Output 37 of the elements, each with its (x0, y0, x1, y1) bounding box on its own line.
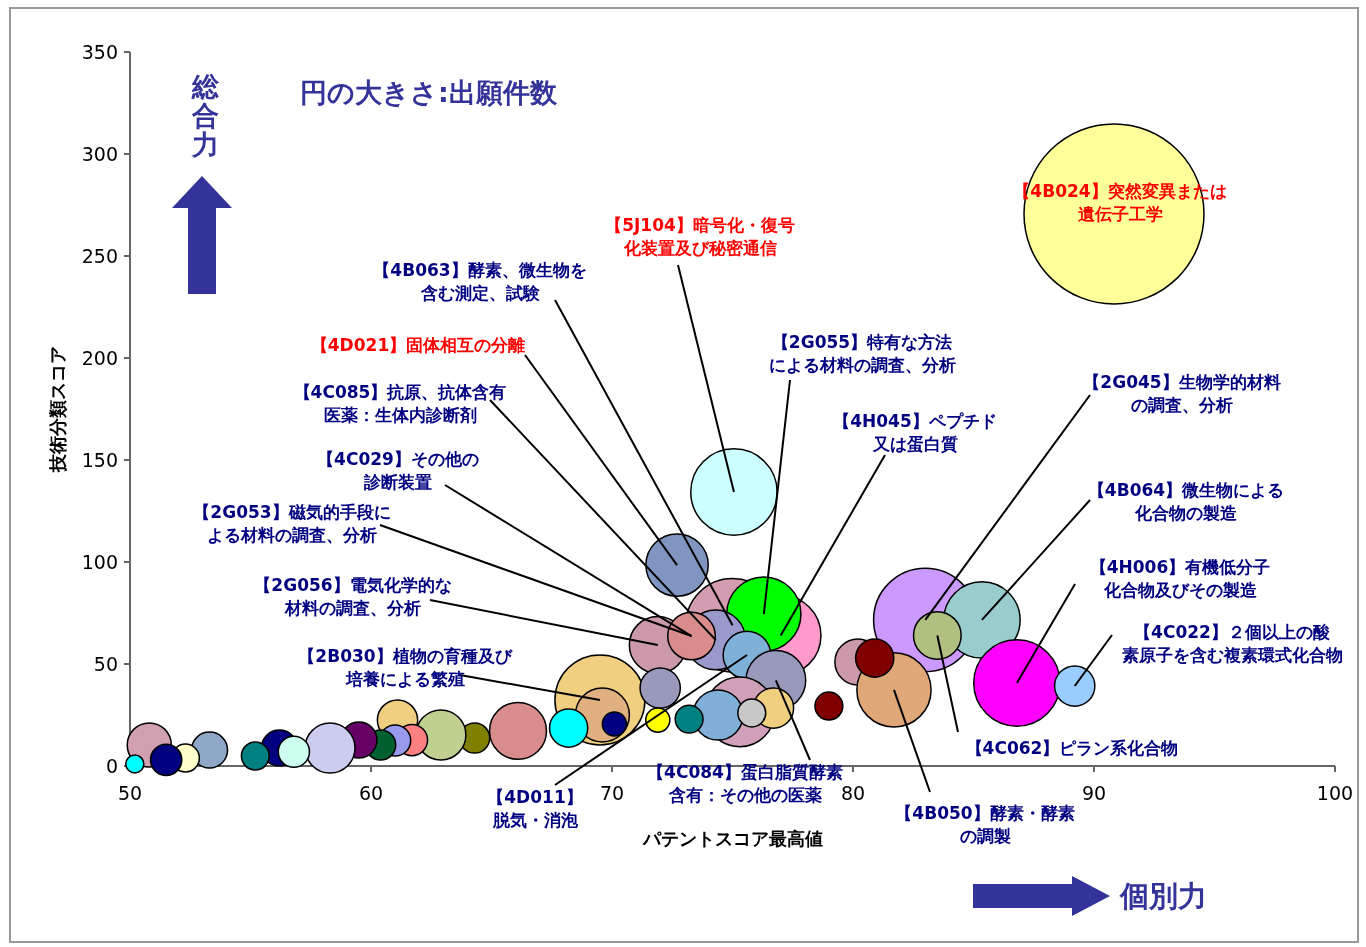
annotation: 【4B050】酵素・酵素の調製 (895, 803, 1075, 846)
annotation: 【4B064】微生物による化合物の製造 (1087, 480, 1285, 523)
annotation: 【4C062】ピラン系化合物 (965, 738, 1179, 758)
annotation: 【2G056】電気化学的な材料の調査、分析 (254, 575, 452, 618)
x-tick-label: 60 (358, 782, 384, 804)
annotation: 【4C085】抗原、抗体含有医薬：生体内診断剤 (293, 382, 507, 425)
x-tick-label: 50 (117, 782, 143, 804)
annotation: 【5J104】暗号化・復号化装置及び秘密通信 (605, 215, 795, 258)
x-tick-label: 90 (1081, 782, 1107, 804)
annotation: 【4C029】その他の診断装置 (317, 449, 479, 492)
annotation: 【4D011】脱気・消泡 (487, 787, 583, 830)
annotation: 【2G045】生物学的材料の調査、分析 (1083, 372, 1281, 415)
y-tick-label: 0 (105, 755, 118, 777)
annotation: 【4H045】ペプチド又は蛋白質 (833, 411, 997, 454)
annotation: 【4B063】酵素、微生物を含む測定、試験 (373, 260, 587, 303)
annotation: 【2G053】磁気的手段による材料の調査、分析 (193, 502, 391, 545)
y-tick-label: 350 (81, 41, 118, 63)
annotation: 【4C084】蛋白脂質酵素含有：その他の医薬 (647, 762, 843, 805)
y-tick-label: 150 (81, 449, 118, 471)
annotation: 【4C022】２個以上の酸素原子を含む複素環式化合物 (1121, 622, 1343, 665)
y-tick-label: 100 (81, 551, 118, 573)
text: 個別力 (1119, 879, 1207, 913)
annotation: 【4H006】有機低分子化合物及びその製造 (1089, 557, 1271, 600)
y-tick-label: 50 (93, 653, 118, 675)
y-tick-label: 200 (81, 347, 118, 369)
annotation: 【2B030】植物の育種及び培養による繁殖 (298, 646, 513, 689)
x-tick-label: 80 (840, 782, 866, 804)
x-axis-title: パテントスコア最高値 (642, 828, 823, 849)
text: 円の大きさ:出願件数 (300, 77, 558, 108)
y-tick-label: 250 (81, 245, 118, 267)
x-tick-label: 100 (1316, 782, 1354, 804)
annotation: 【4D021】固体相互の分離 (310, 335, 526, 355)
x-tick-label: 70 (599, 782, 625, 804)
annotation: 【2G055】特有な方法による材料の調査、分析 (768, 332, 956, 375)
y-axis-title: 技術分類スコア (47, 346, 68, 473)
annotation: 総合力 (190, 71, 220, 160)
y-tick-label: 300 (81, 143, 118, 165)
